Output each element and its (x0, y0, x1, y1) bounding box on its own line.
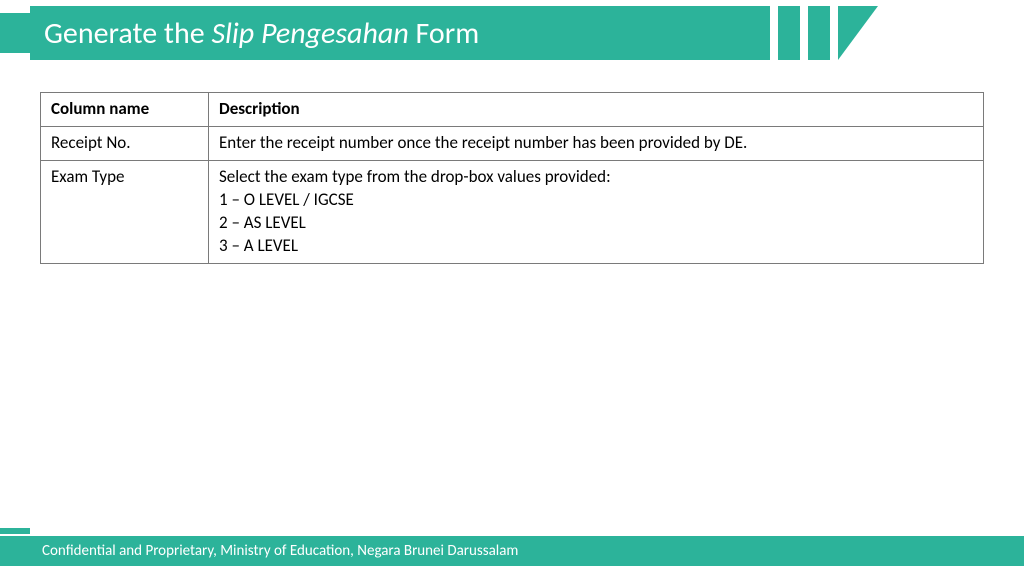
header-accent-left (0, 13, 30, 53)
title-italic: Slip Pengesahan (211, 15, 408, 52)
title-suffix: Form (409, 15, 479, 52)
title-prefix: Generate the (44, 15, 211, 52)
footer-accent (0, 528, 30, 534)
header-gap (800, 6, 808, 60)
header-stripe (808, 6, 830, 60)
column-header-desc: Description (209, 93, 984, 127)
footer-bar: Confidential and Proprietary, Ministry o… (0, 536, 1024, 566)
header-bar: Generate the Slip Pengesahan Form (30, 6, 770, 60)
cell-column-name: Receipt No. (41, 126, 209, 160)
header-gap (770, 6, 778, 60)
header-wedge (838, 6, 878, 60)
page-title: Generate the Slip Pengesahan Form (44, 15, 479, 52)
definition-table: Column name Description Receipt No. Ente… (40, 92, 984, 264)
header-stripe (778, 6, 800, 60)
column-header-name: Column name (41, 93, 209, 127)
cell-description: Enter the receipt number once the receip… (209, 126, 984, 160)
table-row: Receipt No. Enter the receipt number onc… (41, 126, 984, 160)
cell-column-name: Exam Type (41, 160, 209, 263)
header-gap (830, 6, 838, 60)
footer-text: Confidential and Proprietary, Ministry o… (42, 542, 518, 560)
slide: Generate the Slip Pengesahan Form Column… (0, 0, 1024, 576)
cell-description: Select the exam type from the drop-box v… (209, 160, 984, 263)
table-header-row: Column name Description (41, 93, 984, 127)
table-row: Exam Type Select the exam type from the … (41, 160, 984, 263)
